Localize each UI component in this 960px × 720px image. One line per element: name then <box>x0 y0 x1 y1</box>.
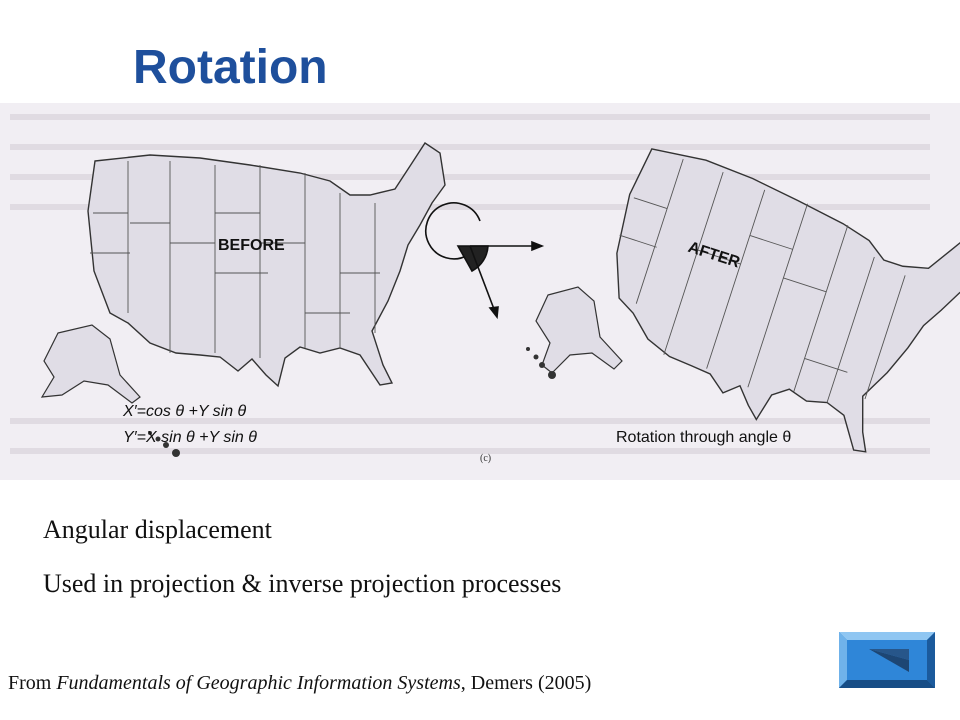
back-nav-button[interactable] <box>839 632 935 688</box>
play-back-triangle-icon <box>839 632 935 688</box>
figure-caption: Rotation through angle θ <box>616 429 791 446</box>
citation-suffix: , Demers (2005) <box>460 672 592 694</box>
hawaii-after <box>526 347 556 379</box>
before-label: BEFORE <box>218 237 285 254</box>
rotation-angle-symbol <box>425 202 545 320</box>
slide-title: Rotation <box>133 41 328 94</box>
citation: From Fundamentals of Geographic Informat… <box>8 672 591 695</box>
bullet-item: Angular displacement <box>43 515 272 544</box>
rotation-figure: BEFORE AFTER X′=cos θ +Y sin θ Y′=X sin … <box>0 103 960 480</box>
alaska-before <box>40 324 141 404</box>
bullet-item: Used in projection & inverse projection … <box>43 569 562 598</box>
before-state-borders <box>90 161 380 358</box>
formula-x: X′=cos θ +Y sin θ <box>122 403 247 420</box>
slide-bullets: Angular displacement Used in projection … <box>43 512 561 620</box>
citation-book-title: Fundamentals of Geographic Information S… <box>56 672 461 694</box>
usa-map-before <box>87 142 446 388</box>
hawaii-before <box>148 431 180 457</box>
alaska-after <box>535 286 623 374</box>
citation-prefix: From <box>8 672 57 694</box>
formula-y: Y′=X sin θ +Y sin θ <box>123 429 257 446</box>
panel-label: (c) <box>480 453 491 464</box>
usa-map-after <box>616 148 960 453</box>
